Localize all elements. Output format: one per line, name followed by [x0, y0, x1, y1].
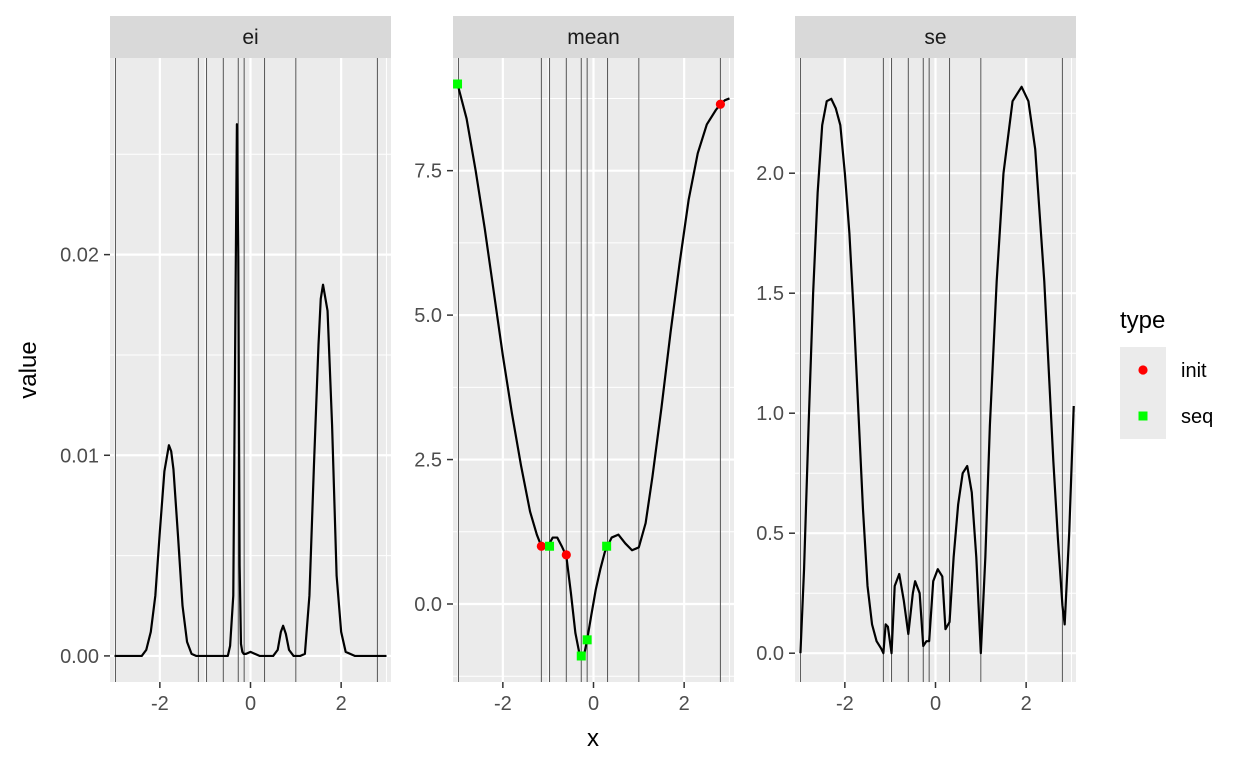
facet-se: se -2 0 2 0.0 0.5 1.0 1.5 2.0 — [756, 16, 1076, 715]
legend-title: type — [1120, 307, 1165, 334]
facet-strip-label: ei — [242, 26, 258, 49]
legend-label-init: init — [1181, 360, 1207, 382]
facet-strip — [110, 16, 391, 58]
y-tick-label: 0.0 — [414, 594, 442, 616]
point-init — [561, 550, 571, 560]
point-seq — [602, 541, 612, 551]
x-tick-label: 0 — [245, 693, 256, 715]
x-tick-label: -2 — [836, 693, 854, 715]
x-tick-label: -2 — [494, 693, 512, 715]
point-seq — [582, 635, 592, 645]
x-tick-label: 2 — [336, 693, 347, 715]
y-tick-label: 0.02 — [60, 245, 99, 267]
y-tick-label: 0.0 — [756, 643, 784, 665]
y-tick-label: 0.5 — [756, 523, 784, 545]
facet-ei: ei -2 0 2 0.00 0.01 0.02 — [60, 16, 391, 715]
y-tick-label: 0.00 — [60, 646, 99, 668]
facet-mean: mean -2 0 2 0.0 2.5 5.0 7.5 — [414, 16, 734, 715]
x-tick-label: 0 — [588, 693, 599, 715]
x-tick-label: 2 — [1021, 693, 1032, 715]
y-axis-title: value — [15, 341, 42, 398]
point-seq — [576, 651, 586, 661]
legend-label-seq: seq — [1181, 406, 1213, 428]
x-tick-label: 0 — [930, 693, 941, 715]
point-seq — [453, 79, 463, 89]
y-tick-label: 5.0 — [414, 305, 442, 327]
y-tick-label: 1.5 — [756, 283, 784, 305]
facet-strip — [453, 16, 734, 58]
point-init — [715, 99, 726, 109]
y-tick-label: 0.01 — [60, 445, 99, 467]
series-line-ei — [114, 123, 387, 658]
legend: type init seq — [1120, 307, 1213, 439]
point-init — [536, 541, 546, 551]
legend-key-init — [1138, 365, 1148, 375]
y-tick-label: 1.0 — [756, 403, 784, 425]
y-tick-label: 2.0 — [756, 163, 784, 185]
facet-strip — [795, 16, 1076, 58]
facet-strip-label: se — [924, 26, 946, 49]
point-seq — [545, 541, 555, 551]
y-tick-label: 7.5 — [414, 161, 442, 183]
x-tick-label: -2 — [151, 693, 169, 715]
x-tick-label: 2 — [679, 693, 690, 715]
y-tick-label: 2.5 — [414, 450, 442, 472]
x-axis-title: x — [587, 725, 599, 752]
facet-strip-label: mean — [567, 26, 620, 49]
legend-key-seq — [1138, 411, 1148, 421]
series-line-se — [799, 85, 1075, 655]
